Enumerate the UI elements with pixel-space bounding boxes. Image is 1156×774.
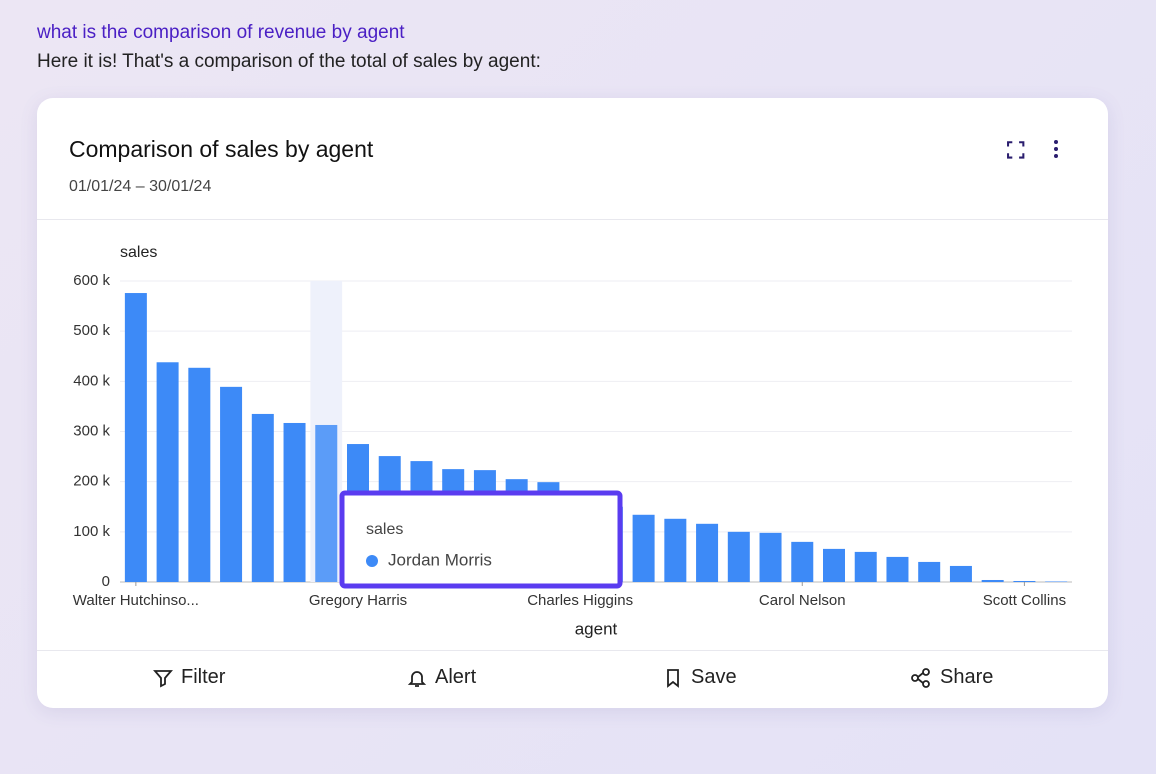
save-button[interactable]: Save bbox=[663, 666, 737, 689]
user-question: what is the comparison of revenue by age… bbox=[37, 22, 405, 43]
action-label[interactable]: Alert bbox=[435, 666, 477, 688]
bar bbox=[632, 514, 655, 582]
bar bbox=[759, 532, 782, 582]
expand-icon[interactable] bbox=[1007, 141, 1025, 159]
x-tick-label: Walter Hutchinso... bbox=[73, 592, 199, 609]
y-tick-label: 400 k bbox=[73, 372, 110, 389]
share-button[interactable]: Share bbox=[910, 666, 993, 689]
bar bbox=[791, 541, 814, 582]
date-range: 01/01/24 – 30/01/24 bbox=[69, 178, 212, 195]
bar bbox=[664, 518, 687, 582]
bar bbox=[1045, 581, 1068, 582]
chart-title: Comparison of sales by agent bbox=[69, 136, 374, 162]
bar bbox=[1013, 580, 1036, 582]
x-tick-label: Carol Nelson bbox=[759, 592, 846, 609]
bar bbox=[886, 556, 909, 582]
alert-button[interactable]: Alert bbox=[407, 666, 476, 689]
tooltip-dot bbox=[366, 555, 378, 567]
tooltip-title: sales bbox=[366, 521, 403, 538]
x-tick-label: Gregory Harris bbox=[309, 592, 407, 609]
divider bbox=[37, 650, 1108, 651]
y-tick-label: 300 k bbox=[73, 422, 110, 439]
x-tick-label: Charles Higgins bbox=[527, 592, 633, 609]
bar bbox=[854, 551, 877, 582]
bar bbox=[283, 422, 306, 582]
bar bbox=[251, 413, 274, 582]
chart-card: Comparison of sales by agent 01/01/24 – … bbox=[37, 98, 1108, 708]
bar bbox=[696, 523, 719, 582]
bar bbox=[156, 362, 179, 582]
y-tick-label: 600 k bbox=[73, 272, 110, 289]
bar bbox=[220, 386, 243, 582]
y-tick-label: 100 k bbox=[73, 523, 110, 540]
filter-button[interactable]: Filter bbox=[153, 666, 225, 689]
bar bbox=[727, 531, 750, 582]
divider bbox=[37, 219, 1108, 220]
bar bbox=[823, 548, 845, 582]
y-tick-label: 0 bbox=[102, 573, 110, 590]
assistant-answer: Here it is! That's a comparison of the t… bbox=[37, 51, 541, 72]
action-label[interactable]: Filter bbox=[181, 666, 226, 688]
bar bbox=[188, 367, 211, 582]
x-axis-label: agent bbox=[575, 619, 618, 638]
action-label[interactable]: Share bbox=[940, 666, 994, 688]
x-tick-label: Scott Collins bbox=[983, 592, 1066, 609]
bar bbox=[918, 561, 941, 582]
y-axis-label: sales bbox=[120, 244, 157, 261]
bar bbox=[124, 293, 147, 582]
card-icons[interactable] bbox=[997, 138, 1067, 162]
tooltip bbox=[339, 490, 623, 589]
y-tick-label: 200 k bbox=[73, 473, 110, 490]
bar bbox=[981, 579, 1004, 582]
bar bbox=[315, 424, 338, 582]
bar bbox=[949, 565, 972, 582]
action-label[interactable]: Save bbox=[691, 666, 737, 688]
tooltip-label: Jordan Morris bbox=[388, 550, 492, 569]
y-tick-label: 500 k bbox=[73, 322, 110, 339]
